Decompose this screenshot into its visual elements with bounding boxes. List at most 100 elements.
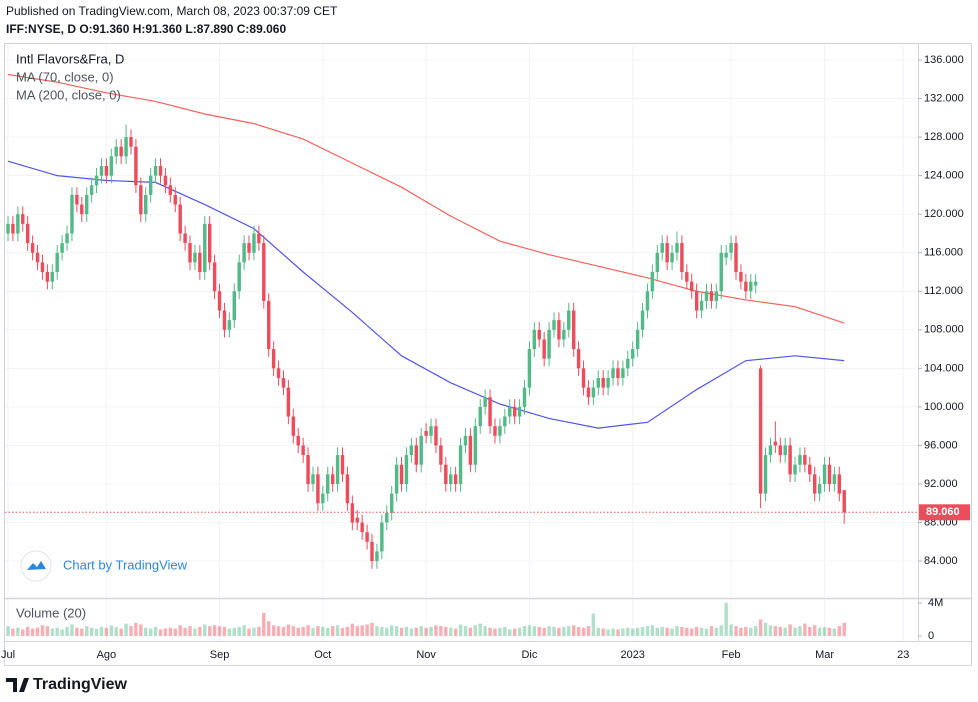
- candle-body: [168, 185, 173, 195]
- volume-bar: [89, 627, 94, 637]
- x-tick-label: Jul: [1, 649, 15, 661]
- volume-bar: [837, 626, 842, 637]
- candle-body: [463, 435, 468, 446]
- volume-bar: [724, 602, 728, 637]
- volume-bar: [266, 621, 271, 637]
- candle-body: [606, 377, 610, 388]
- volume-bar: [498, 627, 502, 637]
- volume-bar: [25, 626, 30, 637]
- candle-body: [645, 291, 650, 311]
- candle-body: [842, 490, 846, 513]
- candle-body: [316, 474, 320, 504]
- volume-bar: [734, 626, 738, 637]
- candle-body: [360, 522, 364, 533]
- volume-bar: [262, 612, 266, 637]
- volume-bar: [448, 627, 453, 637]
- moving-average-line: [7, 160, 845, 429]
- candle-body: [124, 137, 128, 157]
- volume-bar: [694, 626, 699, 637]
- candle-body: [198, 252, 202, 273]
- volume-bar: [753, 626, 758, 637]
- volume-bar: [178, 625, 182, 637]
- candle-body: [690, 281, 694, 292]
- candle-body: [94, 175, 99, 186]
- candle-body: [153, 166, 158, 176]
- volume-bar: [744, 626, 748, 637]
- candle-body: [370, 541, 374, 562]
- volume-bar: [6, 626, 10, 637]
- candle-body: [311, 474, 315, 484]
- candle-body: [601, 377, 605, 388]
- candle-body: [276, 368, 281, 378]
- volume-bar: [350, 623, 355, 637]
- volume-bar: [463, 626, 468, 637]
- volume-bar: [321, 626, 325, 637]
- candle-body: [217, 291, 222, 311]
- volume-bar: [104, 627, 109, 637]
- volume-bar: [458, 624, 463, 637]
- candle-body: [330, 474, 335, 484]
- candle-body: [483, 397, 487, 407]
- volume-bar: [168, 627, 173, 637]
- candle-body: [158, 166, 163, 176]
- candle-body: [621, 368, 625, 378]
- volume-bar: [586, 626, 591, 637]
- footer-logo: TradingView: [6, 676, 128, 693]
- candle-body: [114, 146, 118, 157]
- candle-body: [724, 252, 728, 258]
- last-price-box: [919, 504, 970, 521]
- volume-bar: [84, 626, 89, 637]
- volume-bar: [606, 629, 610, 637]
- volume-bar: [665, 627, 669, 637]
- volume-bar: [419, 626, 423, 637]
- x-tick-label: Ago: [97, 649, 117, 661]
- published-note: Published on TradingView.com, March 08, …: [6, 4, 338, 18]
- volume-bar: [562, 626, 566, 637]
- volume-bar: [404, 626, 409, 637]
- volume-bar: [16, 627, 20, 637]
- volume-bar: [773, 626, 778, 637]
- candle-body: [203, 223, 207, 273]
- candle-body: [55, 252, 59, 273]
- volume-bar: [817, 627, 822, 637]
- candle-body: [640, 310, 645, 330]
- y-tick-label: 84.000: [924, 555, 958, 567]
- candle-body: [188, 243, 192, 263]
- volume-bar: [55, 627, 59, 637]
- volume-bar: [375, 626, 379, 637]
- volume-bar: [207, 626, 212, 637]
- candle-body: [753, 281, 758, 286]
- volume-bar: [714, 627, 719, 637]
- volume-bar: [832, 628, 837, 637]
- volume-bar: [60, 629, 64, 637]
- brand-name: TradingView: [33, 676, 128, 693]
- legend-entry: MA (200, close, 0): [16, 87, 121, 102]
- candle-body: [281, 377, 286, 388]
- volume-bar: [183, 627, 187, 637]
- candle-body: [758, 368, 763, 494]
- quote-line: IFF:NYSE, D O:91.360 H:91.360 L:87.890 C…: [6, 22, 286, 36]
- volume-bar: [508, 629, 512, 637]
- volume-bar: [326, 627, 330, 637]
- x-tick-label: Feb: [722, 649, 741, 661]
- volume-bar: [655, 627, 660, 637]
- grid: [5, 44, 918, 641]
- y-tick-label: 100.000: [924, 401, 964, 413]
- candle-body: [694, 291, 699, 311]
- candle-body: [394, 464, 399, 494]
- axes: Jul Ago Sep Oct Nov Dic 2023 Feb Mar 2384.00088.0…: [1, 54, 970, 661]
- candle-body: [257, 233, 261, 244]
- volume-bar: [650, 625, 655, 637]
- volume-bar: [552, 626, 556, 637]
- volume-bar: [242, 625, 246, 637]
- volume-bar: [758, 619, 763, 637]
- volume-bar: [640, 626, 645, 637]
- volume-bar: [276, 626, 281, 637]
- volume-bar: [193, 628, 197, 637]
- volume-bar: [768, 625, 773, 637]
- volume-bar: [80, 628, 84, 637]
- volume-bar: [394, 626, 399, 637]
- volume-bar: [685, 627, 689, 637]
- candle-body: [60, 243, 64, 253]
